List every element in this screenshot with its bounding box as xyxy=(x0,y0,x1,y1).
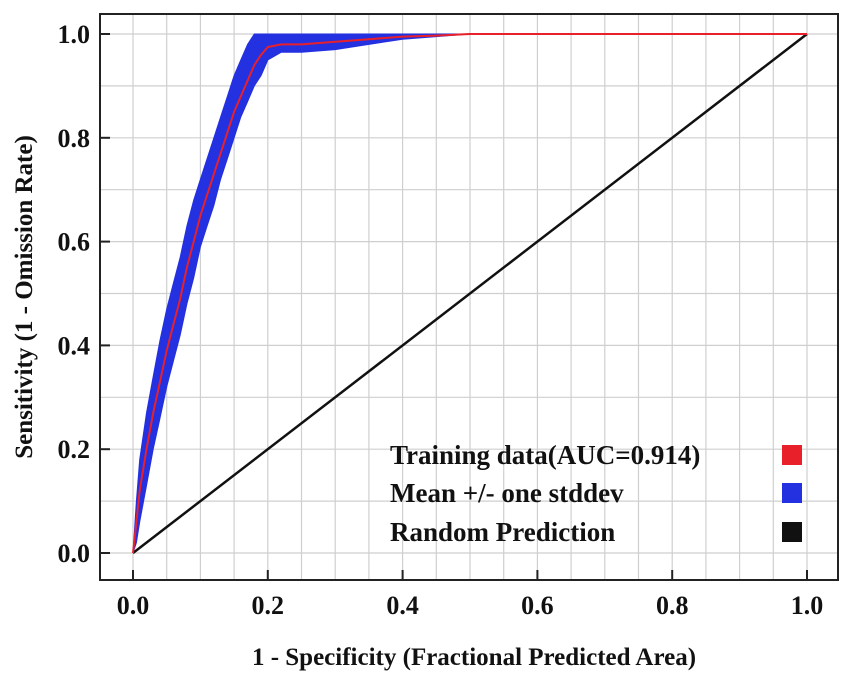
grid-lines xyxy=(100,14,838,580)
x-tick-label: 0.8 xyxy=(656,591,689,620)
y-tick-label: 0.6 xyxy=(58,228,91,257)
y-tick-label: 0.2 xyxy=(58,435,91,464)
y-axis-label: Sensitivity (1 - Omission Rate) xyxy=(11,135,38,459)
y-tick-label: 0.8 xyxy=(58,124,91,153)
y-axis-ticks: 0.0 0.2 0.4 0.6 0.8 1.0 xyxy=(58,20,110,568)
training-data-line xyxy=(132,33,807,554)
legend-swatch xyxy=(782,483,802,503)
legend-label: Training data(AUC=0.914) xyxy=(390,440,700,470)
plot-frame xyxy=(99,13,839,581)
random-prediction-line xyxy=(132,33,808,554)
x-axis-ticks: 0.0 0.2 0.4 0.6 0.8 1.0 xyxy=(117,570,824,620)
y-tick-label: 0.0 xyxy=(58,539,91,568)
legend-swatch xyxy=(782,445,802,465)
y-tick-label: 0.4 xyxy=(58,331,91,360)
x-tick-label: 0.6 xyxy=(521,591,554,620)
x-tick-label: 0.4 xyxy=(386,591,419,620)
legend: Training data(AUC=0.914) Mean +/- one std… xyxy=(390,440,802,547)
y-tick-label: 1.0 xyxy=(58,20,91,49)
legend-swatch xyxy=(782,522,802,542)
legend-label: Random Prediction xyxy=(390,517,615,547)
stddev-band-area xyxy=(132,33,807,554)
x-axis-label: 1 - Specificity (Fractional Predicted Ar… xyxy=(252,644,696,671)
stddev-band xyxy=(132,33,807,554)
x-tick-label: 0.0 xyxy=(117,591,150,620)
legend-label: Mean +/- one stddev xyxy=(390,478,624,508)
series-lines xyxy=(132,33,808,554)
x-tick-label: 0.2 xyxy=(252,591,285,620)
x-tick-label: 1.0 xyxy=(791,591,824,620)
